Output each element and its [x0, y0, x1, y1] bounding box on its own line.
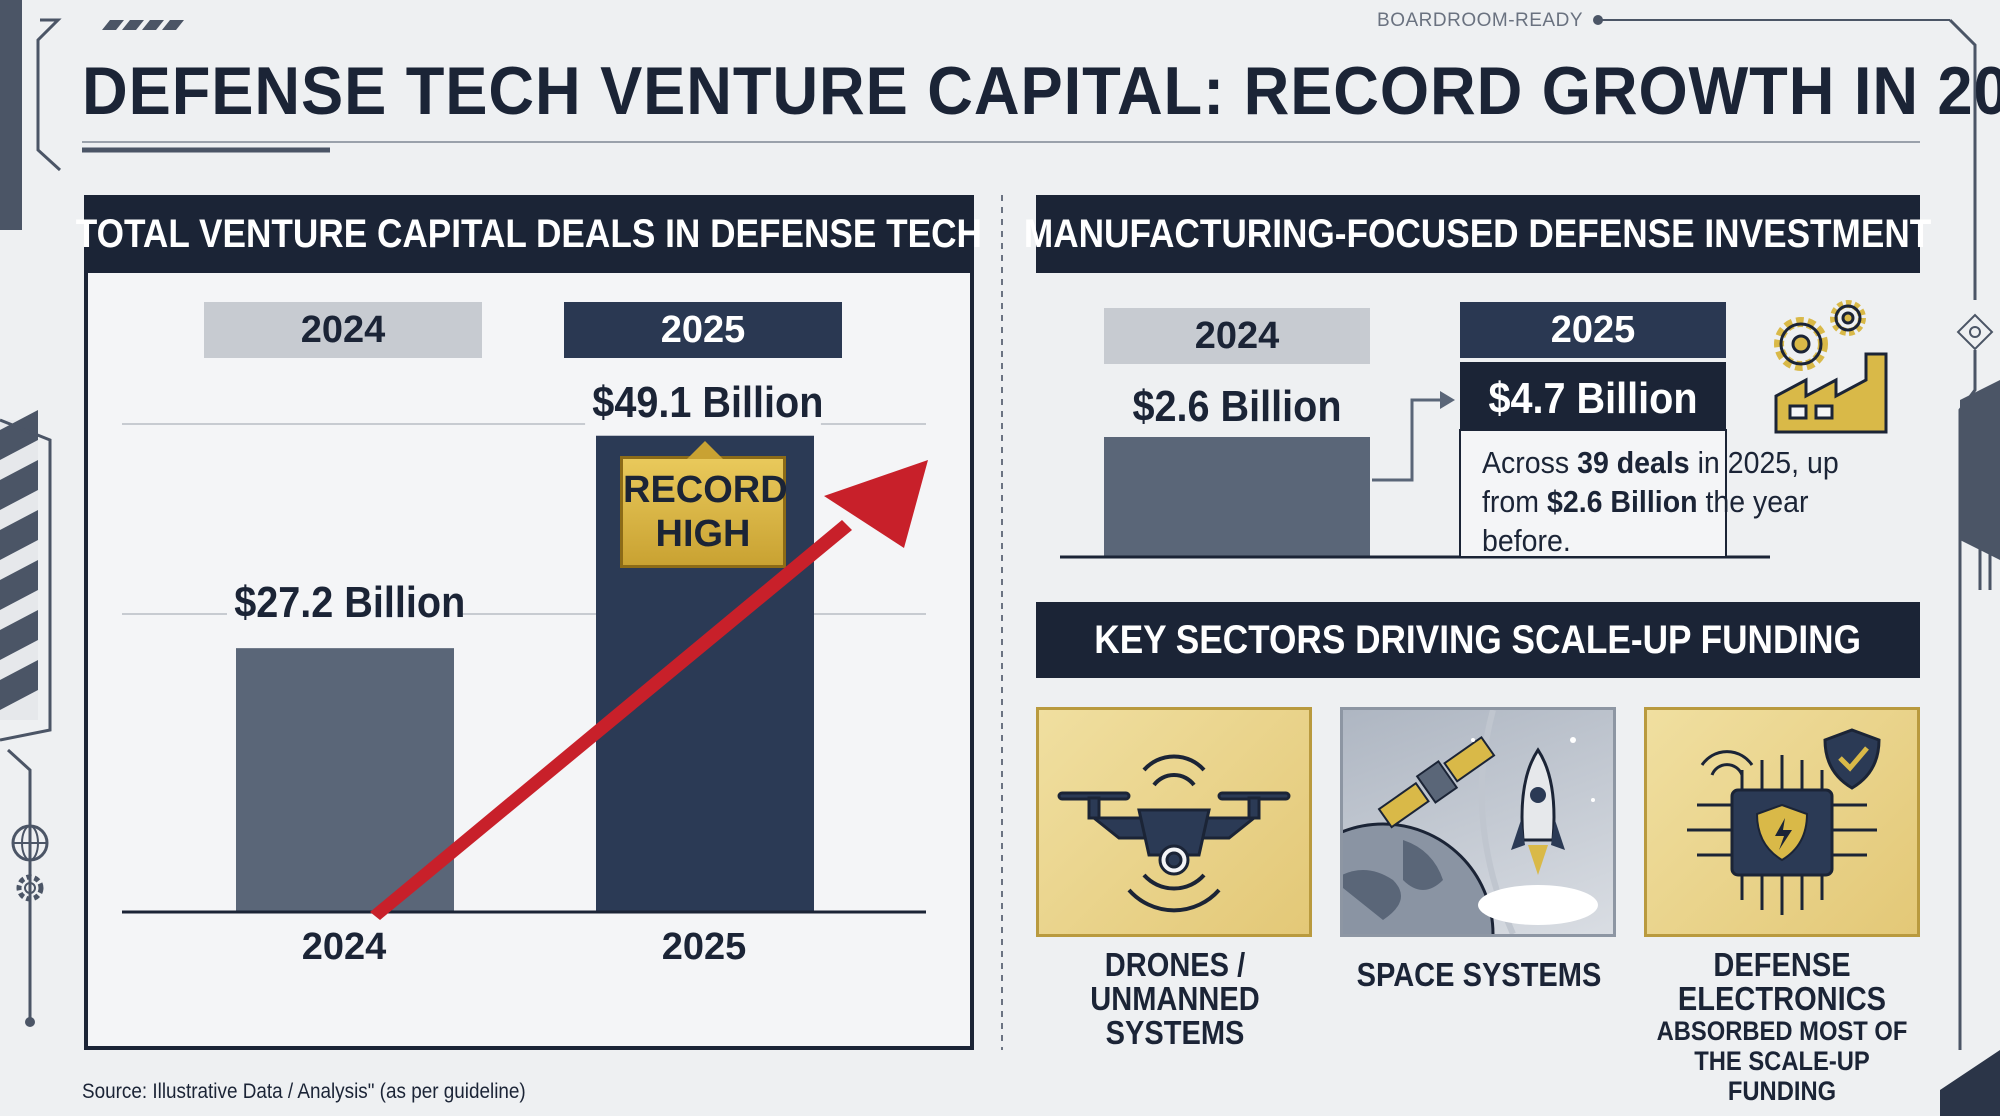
mf-tab-2025: 2025 [1460, 302, 1726, 358]
manufacturing-panel-header: MANUFACTURING-FOCUSED DEFENSE INVESTMENT [1024, 195, 1932, 273]
bar-value-label-2025: $49.1 Billion [585, 378, 823, 428]
tab-2025: 2025 [564, 302, 842, 358]
sector-card-drones [1036, 707, 1312, 937]
manufacturing-bar-chart [1060, 362, 1770, 559]
drone-icon [1057, 754, 1291, 913]
badge-line-2: HIGH [655, 513, 751, 555]
mf-bar-2024 [1104, 437, 1370, 557]
vc-bar-chart [122, 423, 926, 914]
bar-value-label-2024: $27.2 Billion [227, 578, 465, 628]
x-tick-label-2025: 2025 [661, 926, 747, 968]
bar-2024 [236, 648, 454, 912]
x-tick-label-2024: 2024 [301, 926, 387, 968]
mf-tab-2024: 2024 [1104, 308, 1370, 364]
record-high-badge: RECORD HIGH [620, 441, 788, 568]
vc-deals-panel-header: TOTAL VENTURE CAPITAL DEALS IN DEFENSE T… [76, 195, 982, 273]
sector-label-electronics: DEFENSE ELECTRONICS ABSORBED MOST OF THE… [1656, 946, 1908, 1107]
sector-label-drones: DRONES / UNMANNED SYSTEMS [1090, 946, 1260, 1051]
chip-shield-icon [1687, 728, 1881, 915]
page-title: DEFENSE TECH VENTURE CAPITAL: RECORD GRO… [82, 53, 2000, 129]
badge-line-1: RECORD [623, 469, 788, 511]
satellite-rocket-icon [1271, 709, 1598, 1046]
sector-label-space: SPACE SYSTEMS [1356, 956, 1602, 993]
sectors-panel-header: KEY SECTORS DRIVING SCALE-UP FUNDING [1036, 602, 1920, 678]
brand-tag: BOARDROOM-READY [1377, 10, 1583, 31]
mf-value-2025: $4.7 Billion [1488, 374, 1698, 423]
factory-gears-icon [1774, 300, 1888, 434]
tab-2024: 2024 [204, 302, 482, 358]
mf-description: Across 39 deals in 2025, up from $2.6 Bi… [1482, 445, 1839, 558]
sector-card-electronics [1644, 707, 1920, 937]
source-note: Source: Illustrative Data / Analysis" (a… [82, 1080, 526, 1103]
mf-value-2024: $2.6 Billion [1132, 382, 1342, 431]
sector-card-space [1271, 707, 1616, 1046]
